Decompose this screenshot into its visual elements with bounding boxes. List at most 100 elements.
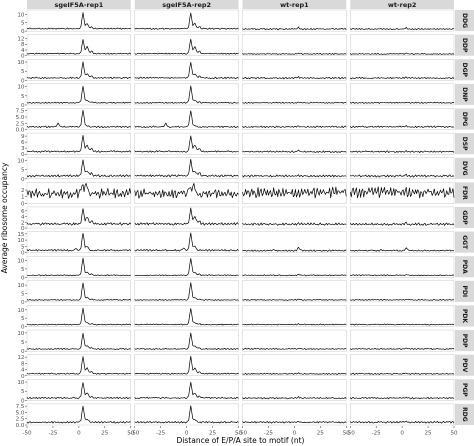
series-line-DNP-wt-rep1 (242, 101, 347, 104)
panel-PDK-sgeIF5A-rep1 (26, 305, 131, 327)
panel-GDP-wt-rep2 (350, 206, 455, 229)
row-strip-DGP (455, 59, 474, 81)
panel-PDI-sgeIF5A-rep2 (134, 280, 239, 303)
row-label-GDP: GDP (461, 210, 468, 225)
series-line-DVG-sgeIF5A-rep1 (26, 159, 131, 178)
panel-DNP-sgeIF5A-rep1 (26, 83, 131, 106)
series-line-DDP-wt-rep2 (349, 52, 455, 55)
panel-DSP-sgeIF5A-rep1 (26, 132, 131, 155)
y-tick-label-DGP-1: 5 (21, 69, 25, 75)
series-line-DPG-sgeIF5A-rep1 (26, 109, 131, 129)
y-tick-label-DPG-3: 7.5 (16, 109, 25, 115)
series-line-DDG-sgeIF5A-rep1 (26, 12, 131, 30)
y-tick-label-PDA-1: 5 (21, 267, 25, 273)
y-tick-label-DNP-0: 0 (21, 103, 25, 109)
row-label-PGP: PGP (461, 383, 468, 397)
panel-GDP-sgeIF5A-rep1 (26, 206, 131, 229)
x-tick-label-sgeIF5A-rep2-3: 25 (209, 431, 217, 437)
panel-DNP-wt-rep2 (350, 83, 455, 106)
series-line-DNP-sgeIF5A-rep1 (26, 85, 131, 104)
y-tick-label-DDP-1: 4 (21, 48, 25, 54)
panel-PDV-wt-rep1 (242, 354, 347, 376)
series-line-PDP-wt-rep1 (242, 347, 347, 350)
series-line-GGT-wt-rep2 (350, 247, 455, 252)
series-line-RDG-sgeIF5A-rep1 (26, 405, 131, 424)
series-line-DVG-wt-rep1 (242, 174, 347, 178)
y-tick-label-DGP-2: 10 (17, 60, 25, 66)
y-tick-label-GDP-2: 4 (21, 215, 25, 221)
row-label-PDA: PDA (461, 260, 468, 274)
y-tick-label-DDP-2: 8 (21, 42, 25, 48)
panel-PDP-wt-rep2 (350, 329, 455, 352)
series-line-GGT-wt-rep1 (242, 246, 347, 252)
x-tick-label-wt-rep2-3: 25 (425, 431, 433, 437)
series-line-DSP-sgeIF5A-rep1 (26, 134, 132, 153)
panel-GGT-wt-rep2 (350, 231, 455, 253)
panel-PDI-sgeIF5A-rep1 (26, 280, 131, 303)
series-line-DDG-sgeIF5A-rep2 (134, 12, 239, 30)
x-tick-label-sgeIF5A-rep2-1: -25 (156, 431, 166, 437)
y-tick-label-PDP-0: 0 (21, 349, 25, 355)
panel-DDG-sgeIF5A-rep2 (134, 9, 239, 32)
panel-DNP-wt-rep1 (242, 83, 347, 106)
y-tick-label-PDI-2: 10 (17, 283, 25, 289)
panel-GGT-sgeIF5A-rep1 (26, 231, 131, 253)
y-tick-label-PDK-0: 0 (21, 325, 25, 331)
panel-DVG-wt-rep2 (350, 157, 455, 180)
y-tick-label-PDV-3: 12 (17, 355, 24, 361)
y-tick-label-PDV-1: 4 (21, 368, 25, 374)
series-line-DPG-sgeIF5A-rep2 (134, 110, 239, 129)
panel-DVG-wt-rep1 (242, 157, 347, 180)
y-tick-label-RDG-0: 0.0 (16, 423, 25, 429)
column-strip-wt-rep1 (242, 0, 347, 9)
row-label-DGP: DGP (461, 63, 468, 78)
series-line-PGP-wt-rep1 (242, 396, 347, 400)
panel-DDP-wt-rep1 (242, 34, 347, 56)
y-tick-label-DVG-1: 5 (21, 168, 25, 174)
x-tick-label-sgeIF5A-rep2-0: -50 (130, 431, 140, 437)
row-label-PDI: PDI (461, 286, 468, 298)
row-label-PDK: PDK (461, 309, 468, 323)
column-label-sgeIF5A-rep1: sgeIF5A-rep1 (54, 1, 103, 9)
panel-GGT-sgeIF5A-rep2 (134, 231, 239, 253)
x-tick-label-sgeIF5A-rep1-3: 25 (101, 431, 109, 437)
y-tick-label-PGP-1: 5 (21, 389, 25, 395)
panel-DGP-wt-rep1 (242, 59, 347, 81)
row-strip-DNP (455, 83, 474, 105)
y-tick-label-PDA-0: 0 (21, 275, 25, 281)
series-line-DVG-wt-rep2 (350, 173, 455, 178)
y-tick-label-PDK-1: 5 (21, 316, 25, 322)
series-line-DGP-wt-rep2 (350, 76, 455, 80)
series-line-PDA-sgeIF5A-rep2 (134, 258, 239, 277)
row-strip-DPG (455, 108, 474, 130)
x-tick-label-sgeIF5A-rep2-4: 50 (235, 431, 243, 437)
panel-DPG-wt-rep1 (242, 108, 347, 130)
panel-GGT-wt-rep1 (242, 231, 347, 253)
series-line-GGT-sgeIF5A-rep2 (134, 232, 239, 252)
x-axis-title: Distance of E/P/A site to motif (nt) (177, 436, 305, 445)
series-line-DDP-sgeIF5A-rep2 (134, 38, 239, 55)
column-strip-wt-rep2 (350, 0, 454, 9)
panel-PDK-sgeIF5A-rep2 (134, 305, 239, 327)
row-label-FDR: FDR (461, 186, 468, 200)
row-strip-PDK (455, 305, 474, 327)
row-strip-PGP (455, 379, 474, 401)
panel-DDG-wt-rep2 (350, 9, 455, 32)
panel-FDR-wt-rep2 (350, 182, 455, 204)
series-line-PDK-wt-rep1 (242, 323, 347, 326)
y-tick-label-GDP-3: 6 (21, 209, 25, 215)
row-label-DVG: DVG (461, 161, 468, 176)
series-line-PDA-sgeIF5A-rep1 (26, 257, 131, 277)
y-tick-label-DSP-0: 0 (21, 152, 25, 158)
panel-PDA-sgeIF5A-rep2 (134, 255, 239, 278)
series-line-DPG-wt-rep1 (242, 125, 347, 129)
series-line-PDP-wt-rep2 (350, 347, 455, 350)
row-strip-GDP (455, 206, 474, 229)
y-tick-label-RDG-3: 7.5 (16, 404, 25, 410)
y-tick-label-GDP-0: 0 (21, 226, 25, 232)
x-tick-label-sgeIF5A-rep1-0: -50 (22, 431, 32, 437)
y-tick-label-GGT-0: 0 (21, 251, 25, 257)
y-tick-label-DDP-3: 12 (17, 36, 24, 42)
series-line-RDG-wt-rep1 (242, 421, 347, 424)
panel-PDP-wt-rep1 (242, 329, 347, 352)
